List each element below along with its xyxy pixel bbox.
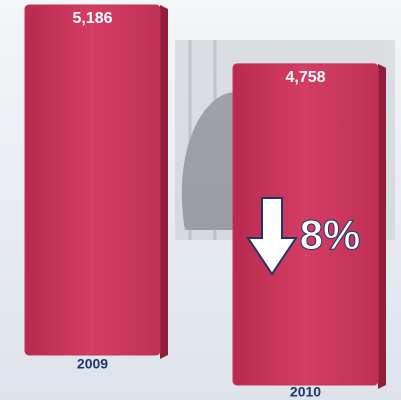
bar-side <box>378 64 386 389</box>
x-tick-label: 2010 <box>290 384 321 400</box>
x-tick-label: 2009 <box>77 356 108 372</box>
value-label: 5,186 <box>72 10 112 27</box>
page: {"chart_data": {"type": "bar", "categori… <box>0 0 401 400</box>
annotation: 8% <box>300 211 361 258</box>
bar <box>25 5 160 355</box>
chart: 5,186 2009 4,758 2010 8% <box>0 0 401 400</box>
bar-side <box>160 5 168 359</box>
value-label: 4,758 <box>285 69 325 86</box>
